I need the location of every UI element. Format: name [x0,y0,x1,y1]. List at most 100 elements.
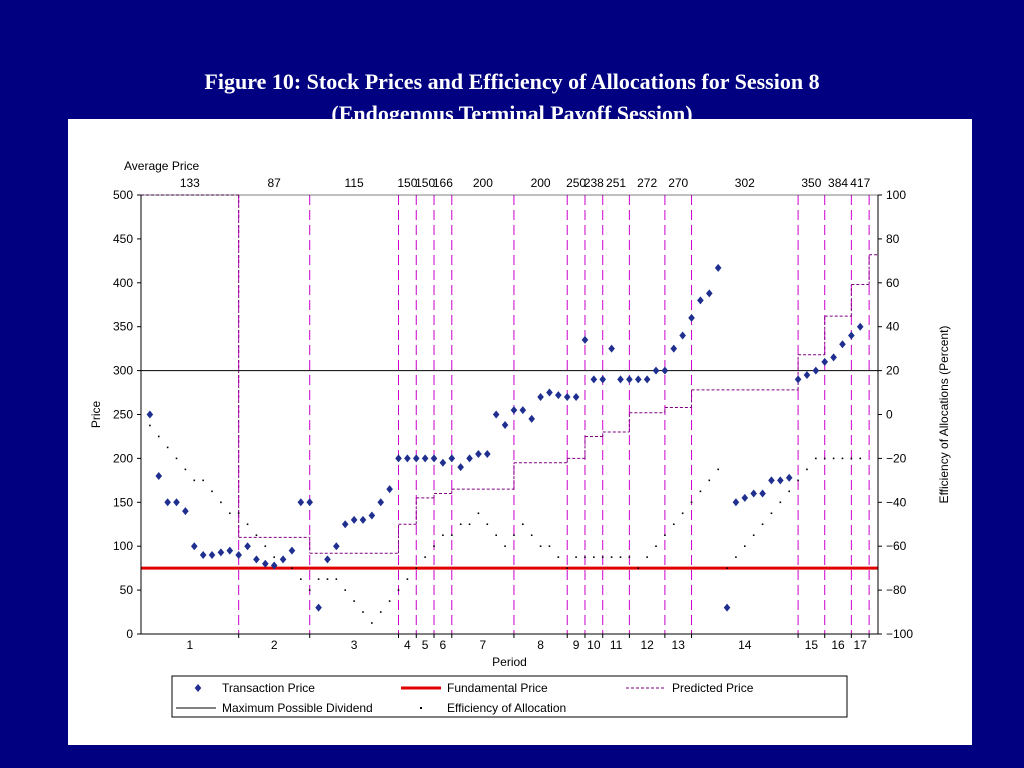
average-price-label: 150 [397,176,417,190]
efficiency-point [504,545,506,547]
period-label: 12 [640,638,654,652]
transaction-point [599,375,607,384]
y-tick-label: 150 [113,495,133,509]
period-label: 14 [738,638,752,652]
transaction-point [173,498,180,507]
transaction-point [768,476,775,485]
period-label: 8 [537,638,544,652]
transaction-point [750,489,757,498]
transaction-point [661,366,669,375]
efficiency-point [415,567,418,569]
transaction-point [359,515,367,524]
transaction-point [333,542,340,551]
legend-label: Efficiency of Allocation [447,701,566,715]
transaction-point [226,546,234,555]
transaction-point [856,322,864,331]
transaction-point [555,391,562,400]
transaction-point [705,289,713,298]
transaction-point [430,454,438,463]
efficiency-point [371,622,373,624]
transaction-point [759,489,766,498]
y-tick-label: 200 [113,451,133,465]
efficiency-point [770,512,773,515]
efficiency-point [841,457,844,460]
average-price-label: 270 [668,176,688,190]
efficiency-point [291,567,293,569]
y-tick-label: 300 [113,364,133,378]
transaction-point [546,388,553,397]
efficiency-points [149,424,862,624]
period-label: 17 [854,638,868,652]
transaction-point [581,335,589,344]
predicted-price-steps [141,194,878,554]
period-label: 11 [610,638,623,652]
transaction-point [253,555,260,564]
y-tick-label: 50 [120,583,134,597]
efficiency-point [557,556,560,558]
y2-tick-label: −20 [886,451,907,465]
period-label: 5 [422,638,429,652]
chart-svg: 1133287311541505150616672008200925010238… [89,159,951,718]
transaction-point [643,375,651,384]
average-price-label: 384 [828,176,848,190]
efficiency-point [690,501,693,504]
average-price-label: 87 [268,176,282,190]
efficiency-point [246,523,249,526]
efficiency-point [442,534,444,537]
average-price-label: 133 [180,176,200,190]
transaction-point [421,454,429,463]
efficiency-point [797,479,799,482]
transaction-point [448,454,456,463]
efficiency-point [486,523,489,526]
legend: Transaction Price Fundamental Price Predic… [171,675,848,718]
period-label: 9 [573,638,580,652]
transaction-point [341,520,349,529]
y2-tick-label: −80 [886,583,907,597]
axes [137,194,882,638]
efficiency-point [744,545,746,547]
efficiency-point [211,490,213,493]
efficiency-point [584,556,586,558]
y-tick-label: 0 [126,627,133,641]
y2-tick-label: 80 [886,232,900,246]
efficiency-point [175,457,178,460]
period-label: 6 [440,638,447,652]
y2-tick-label: −40 [886,495,907,509]
transaction-points [146,263,864,612]
efficiency-point [823,457,826,460]
efficiency-point [708,479,711,482]
average-price-label: 302 [735,176,755,190]
transaction-point [848,331,855,340]
efficiency-point [344,589,347,591]
legend-box [171,675,848,718]
efficiency-point [157,435,160,438]
transaction-point [652,366,660,375]
figure-title-line1: Figure 10: Stock Prices and Efficiency o… [204,69,820,94]
efficiency-point [726,567,728,569]
transaction-point [457,463,464,472]
efficiency-point [353,600,355,602]
y-tick-label: 100 [113,539,133,553]
transaction-point [288,546,296,555]
average-price-label: 250 [566,176,586,190]
efficiency-point [672,523,675,526]
efficiency-point [300,578,302,580]
y2-tick-label: −60 [886,539,907,553]
efficiency-point [335,578,338,580]
transaction-point [199,550,207,559]
period-label: 16 [831,638,845,652]
efficiency-point [566,567,569,569]
transaction-point [155,471,163,480]
efficiency-point [193,479,196,482]
y2-tick-label: −100 [886,627,913,641]
legend-label: Transaction Price [222,681,315,695]
efficiency-point [752,534,755,537]
figure-title: Figure 10: Stock Prices and Efficiency o… [0,66,1024,130]
efficiency-point [149,424,151,427]
efficiency-point [255,534,258,537]
transaction-point [572,392,580,401]
transaction-point [528,414,535,423]
average-price-label: 350 [801,176,821,190]
transaction-point [315,603,322,612]
efficiency-point [619,556,622,558]
